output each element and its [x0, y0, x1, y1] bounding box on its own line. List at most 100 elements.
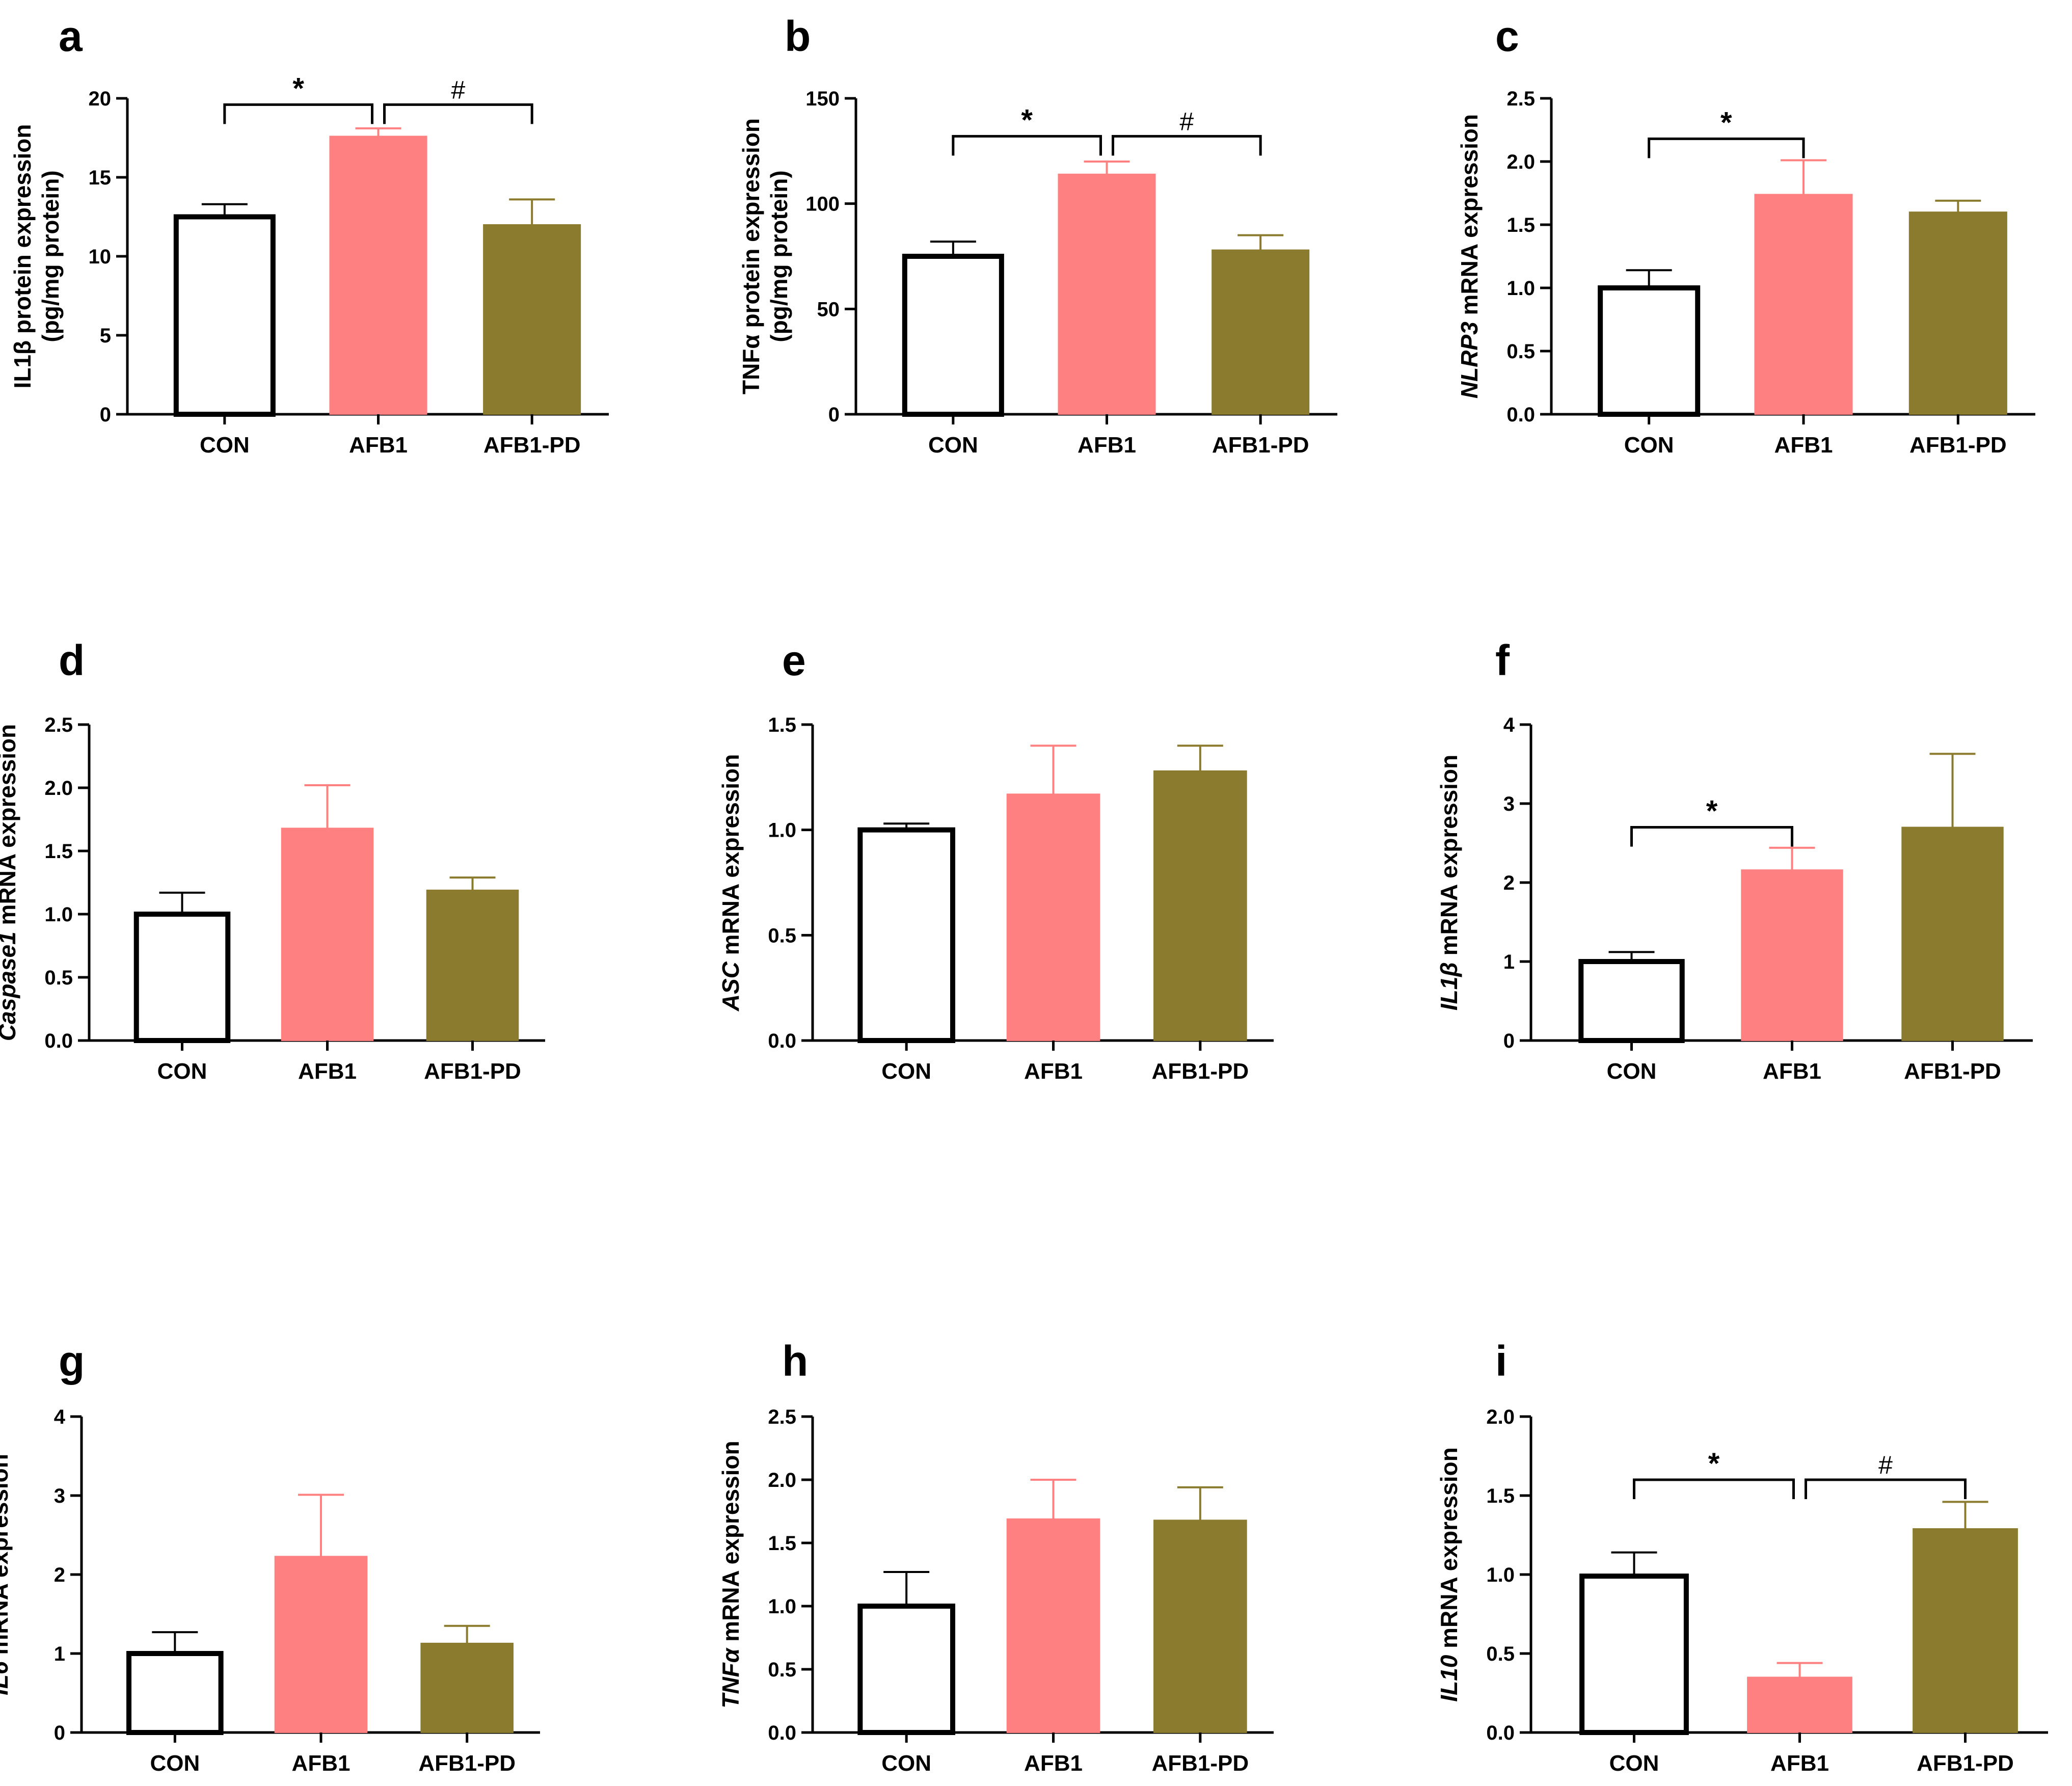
bar-con — [902, 254, 1004, 417]
y-axis-label: IL6 mRNA expression — [0, 1454, 13, 1695]
chart-panel-i: i 0.0 0.5 1.0 1.5 2.0 CON AFB1 AFB1-PD IL10 mRNA … — [1436, 1337, 2048, 1776]
x-tick-label-afb1: AFB1 — [349, 433, 408, 458]
chart-panel-a: a 0 5 10 15 20 CON AFB1 AFB1-PD IL1β protein expr… — [9, 12, 609, 458]
y-tick-label: 1.5 — [1486, 1485, 1515, 1507]
bar-afb1-pd — [1901, 827, 2004, 1041]
y-tick-label: 0.5 — [1506, 340, 1535, 363]
y-tick-label: 0 — [54, 1722, 65, 1744]
x-tick-label-afb1: AFB1 — [298, 1059, 357, 1084]
y-axis-label-text: mRNA expression — [0, 1454, 13, 1661]
y-tick-label: 2.5 — [768, 1406, 796, 1428]
y-tick-label: 0.5 — [1486, 1643, 1515, 1665]
y-axis-label-text: IL1β protein expression — [9, 124, 36, 389]
x-tick-label-afb1-pd: AFB1-PD — [424, 1059, 521, 1084]
x-tick-label-con: CON — [881, 1059, 931, 1084]
y-tick-label: 1.5 — [44, 840, 73, 863]
y-tick-label: 1.0 — [768, 819, 796, 842]
panel-letter-b: b — [785, 12, 811, 60]
bar-afb1 — [1747, 1676, 1852, 1733]
y-axis-label: TNFα protein expression — [738, 118, 764, 394]
y-axis-label-text: mRNA expression — [717, 754, 744, 962]
y-tick-label: 1.0 — [1486, 1564, 1515, 1586]
significance-hash: # — [451, 75, 465, 104]
bar-afb1 — [1006, 793, 1100, 1042]
y-axis-label: IL1β mRNA expression — [1436, 755, 1462, 1010]
y-axis-label-text: mRNA expression — [0, 724, 20, 931]
y-tick-label: 15 — [89, 167, 112, 189]
y-tick-label: 1.0 — [768, 1595, 796, 1618]
y-axis-label-text: TNFα protein expression — [738, 118, 764, 394]
bar-afb1-pd — [420, 1642, 514, 1734]
panel-letter-i: i — [1495, 1337, 1507, 1385]
y-tick-label: 3 — [54, 1485, 65, 1507]
panel-letter-a: a — [59, 12, 83, 60]
y-axis-label-text: mRNA expression — [1436, 755, 1462, 962]
y-axis-label-gene: IL6 — [0, 1661, 13, 1695]
y-axis-label-gene: TNFα — [717, 1647, 744, 1708]
x-tick-label-afb1-pd: AFB1-PD — [418, 1751, 516, 1776]
significance-bracket — [1648, 137, 1805, 158]
bar-afb1-pd — [483, 224, 581, 415]
y-tick-label: 4 — [54, 1406, 66, 1428]
panel-letter-g: g — [59, 1337, 85, 1385]
significance-hash: # — [1878, 1451, 1893, 1479]
y-tick-label: 0.0 — [1506, 404, 1535, 426]
y-tick-label: 2.0 — [768, 1469, 796, 1491]
y-tick-label: 5 — [100, 325, 111, 347]
x-tick-label-afb1-pd: AFB1-PD — [1212, 433, 1309, 458]
bar-con — [1578, 959, 1685, 1043]
significance-hash: # — [1179, 107, 1194, 136]
y-tick-label: 2.0 — [44, 777, 73, 799]
bar-afb1 — [281, 828, 374, 1041]
x-tick-label-afb1: AFB1 — [1774, 433, 1833, 458]
y-axis-label-gene: ASC — [717, 961, 744, 1011]
y-tick-label: 2.5 — [44, 714, 73, 736]
significance-bracket — [383, 103, 533, 124]
panel-letter-f: f — [1495, 636, 1510, 684]
significance-bracket — [1630, 826, 1793, 847]
y-tick-label: 1.0 — [1506, 277, 1535, 300]
y-axis-label: Caspase1 mRNA expression — [0, 724, 20, 1041]
bar-afb1 — [1006, 1518, 1100, 1733]
bar-afb1-pd — [1153, 770, 1247, 1041]
x-tick-label-con: CON — [200, 433, 250, 458]
x-tick-label-con: CON — [150, 1751, 200, 1776]
x-tick-label-con: CON — [1624, 433, 1674, 458]
y-tick-label: 100 — [805, 193, 840, 216]
y-axis-label-text: mRNA expression — [1456, 114, 1483, 322]
significance-star: * — [1708, 1447, 1720, 1480]
significance-star: * — [1021, 103, 1033, 137]
y-axis-label-text: (pg/mg protein) — [766, 170, 792, 342]
x-tick-label-afb1-pd: AFB1-PD — [1917, 1751, 2014, 1776]
bar-afb1-pd — [1913, 1528, 2018, 1734]
bar-con — [133, 912, 231, 1043]
x-tick-label-afb1-pd: AFB1-PD — [483, 433, 581, 458]
y-axis-label-gene: Caspase1 — [0, 931, 20, 1041]
y-tick-label: 150 — [805, 88, 840, 110]
y-axis-label: ASC mRNA expression — [717, 754, 744, 1011]
x-tick-label-afb1-pd: AFB1-PD — [1904, 1059, 2001, 1084]
chart-panel-h: h 0.0 0.5 1.0 1.5 2.0 2.5 CON AFB1 AFB1-PD TNFα mR… — [717, 1337, 1274, 1776]
significance-bracket — [1112, 135, 1262, 156]
y-tick-label: 0.5 — [768, 924, 796, 947]
x-tick-label-afb1-pd: AFB1-PD — [1909, 433, 2007, 458]
bar-con — [126, 1651, 224, 1735]
x-tick-label-afb1: AFB1 — [1078, 433, 1136, 458]
chart-panel-g: g 0 1 2 3 4 CON AFB1 AFB1-PD IL6 mRNA expression — [0, 1337, 540, 1776]
y-tick-label: 0.5 — [44, 967, 73, 989]
y-tick-label: 3 — [1503, 793, 1515, 815]
y-tick-label: 1 — [54, 1643, 65, 1665]
y-axis-label-gene: IL10 — [1436, 1655, 1462, 1701]
bar-afb1-pd — [1212, 249, 1310, 415]
y-tick-label: 10 — [89, 246, 112, 268]
x-tick-label-afb1: AFB1 — [1024, 1059, 1083, 1084]
bar-con — [173, 214, 276, 417]
bar-afb1-pd — [426, 889, 519, 1041]
x-tick-label-con: CON — [928, 433, 978, 458]
x-tick-label-afb1: AFB1 — [292, 1751, 351, 1776]
y-tick-label: 0 — [100, 404, 111, 426]
y-tick-label: 0.0 — [768, 1030, 796, 1052]
y-axis-label-text: mRNA expression — [1436, 1447, 1462, 1655]
y-tick-label: 2.0 — [1486, 1406, 1515, 1428]
x-tick-label-con: CON — [881, 1751, 931, 1776]
